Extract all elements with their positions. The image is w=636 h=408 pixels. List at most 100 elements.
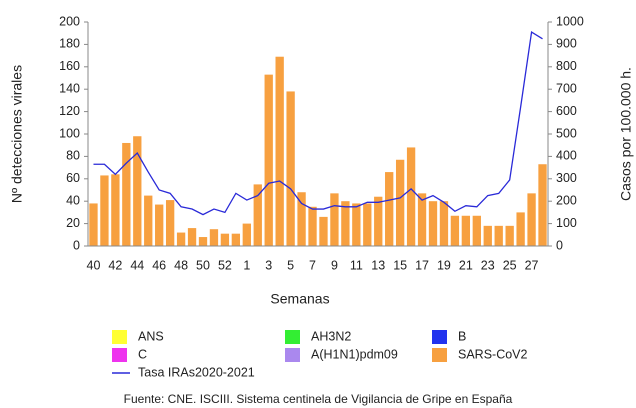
x-tick-label: 42: [108, 258, 122, 272]
bar: [275, 56, 284, 246]
x-tick-label: 9: [331, 258, 338, 272]
legend-label: SARS-CoV2: [458, 347, 528, 361]
y-tick-label: 60: [66, 171, 80, 185]
y-tick-label: 80: [66, 149, 80, 163]
legend-swatch: [432, 330, 447, 344]
y2-tick-label: 0: [556, 238, 563, 252]
y2-tick-label: 800: [556, 59, 577, 73]
bar: [253, 184, 262, 246]
y-tick-label: 180: [59, 37, 80, 51]
y2-tick-label: 400: [556, 149, 577, 163]
bar: [242, 223, 251, 246]
legend-swatch: [112, 348, 127, 362]
x-tick-label: 15: [393, 258, 407, 272]
bar: [472, 215, 481, 246]
y-axis-title: Nº detecciones virales: [9, 65, 25, 203]
bar: [264, 74, 273, 246]
legend-swatch: [285, 348, 300, 362]
bar: [176, 232, 186, 246]
bar: [439, 201, 449, 246]
x-tick-label: 25: [503, 258, 517, 272]
legend-swatch: [432, 348, 447, 362]
bar: [516, 212, 525, 246]
bar: [144, 195, 153, 246]
y-tick-label: 100: [59, 126, 80, 140]
bar: [450, 215, 460, 246]
x-tick-label: 3: [265, 258, 272, 272]
y2-tick-label: 600: [556, 104, 577, 118]
bar: [198, 237, 208, 246]
bar: [395, 159, 405, 246]
y-tick-label: 140: [59, 81, 80, 95]
y2-tick-label: 300: [556, 171, 577, 185]
bar: [483, 225, 492, 246]
x-tick-label: 52: [218, 258, 232, 272]
bar: [494, 225, 503, 246]
legend-label: C: [138, 347, 147, 361]
bar: [352, 203, 361, 246]
bar: [341, 201, 350, 246]
source-note: Fuente: CNE. ISCIII. Sistema centinela d…: [124, 392, 513, 406]
bar: [385, 172, 394, 246]
y-tick-label: 20: [66, 216, 80, 230]
y2-tick-label: 1000: [556, 14, 584, 28]
bar: [308, 206, 317, 246]
x-tick-label: 27: [525, 258, 539, 272]
y-tick-label: 40: [66, 193, 80, 207]
legend-label: ANS: [138, 329, 164, 343]
legend-label: AH3N2: [311, 329, 351, 343]
x-tick-label: 50: [196, 258, 210, 272]
legend-label: B: [458, 329, 466, 343]
bar: [231, 233, 241, 246]
bar: [297, 192, 306, 246]
bar: [165, 200, 175, 246]
y-tick-label: 0: [73, 238, 80, 252]
y-tick-label: 160: [59, 59, 80, 73]
x-tick-label: 21: [459, 258, 473, 272]
x-tick-label: 46: [152, 258, 166, 272]
y2-tick-label: 500: [556, 126, 577, 140]
legend-swatch: [112, 330, 127, 344]
y2-tick-label: 100: [556, 216, 577, 230]
bar: [461, 215, 471, 246]
x-tick-label: 23: [481, 258, 495, 272]
bar: [220, 233, 230, 246]
bar: [527, 193, 536, 246]
bar: [374, 196, 383, 246]
bar: [187, 228, 197, 246]
bar: [417, 193, 427, 246]
bar: [100, 175, 109, 246]
bar: [505, 225, 514, 246]
x-tick-label: 5: [287, 258, 294, 272]
legend-label: A(H1N1)pdm09: [311, 347, 398, 361]
bar: [89, 203, 98, 246]
x-tick-label: 11: [350, 258, 363, 272]
x-tick-label: 19: [437, 258, 451, 272]
line-series: [93, 31, 543, 216]
y2-tick-label: 200: [556, 193, 577, 207]
legend-label: Tasa IRAs2020-2021: [138, 365, 255, 379]
x-tick-label: 44: [130, 258, 144, 272]
x-tick-label: 17: [415, 258, 429, 272]
x-tick-label: 48: [174, 258, 188, 272]
x-tick-label: 40: [87, 258, 101, 272]
bar: [406, 147, 416, 246]
bar: [122, 142, 131, 246]
bar: [363, 203, 372, 246]
bar: [319, 216, 328, 246]
y2-tick-label: 700: [556, 81, 577, 95]
y-tick-label: 120: [59, 104, 80, 118]
bar: [155, 204, 164, 246]
legend-swatch: [285, 330, 300, 344]
x-tick-label: 7: [309, 258, 316, 272]
bar: [286, 91, 295, 246]
y2-axis-title: Casos por 100.000 h.: [618, 67, 634, 201]
bar: [330, 193, 339, 246]
bar: [133, 136, 142, 246]
y-tick-label: 200: [59, 14, 80, 28]
x-tick-label: 13: [371, 258, 385, 272]
x-axis-title: Semanas: [270, 291, 329, 307]
x-tick-label: 1: [243, 258, 250, 272]
bar: [209, 229, 219, 246]
